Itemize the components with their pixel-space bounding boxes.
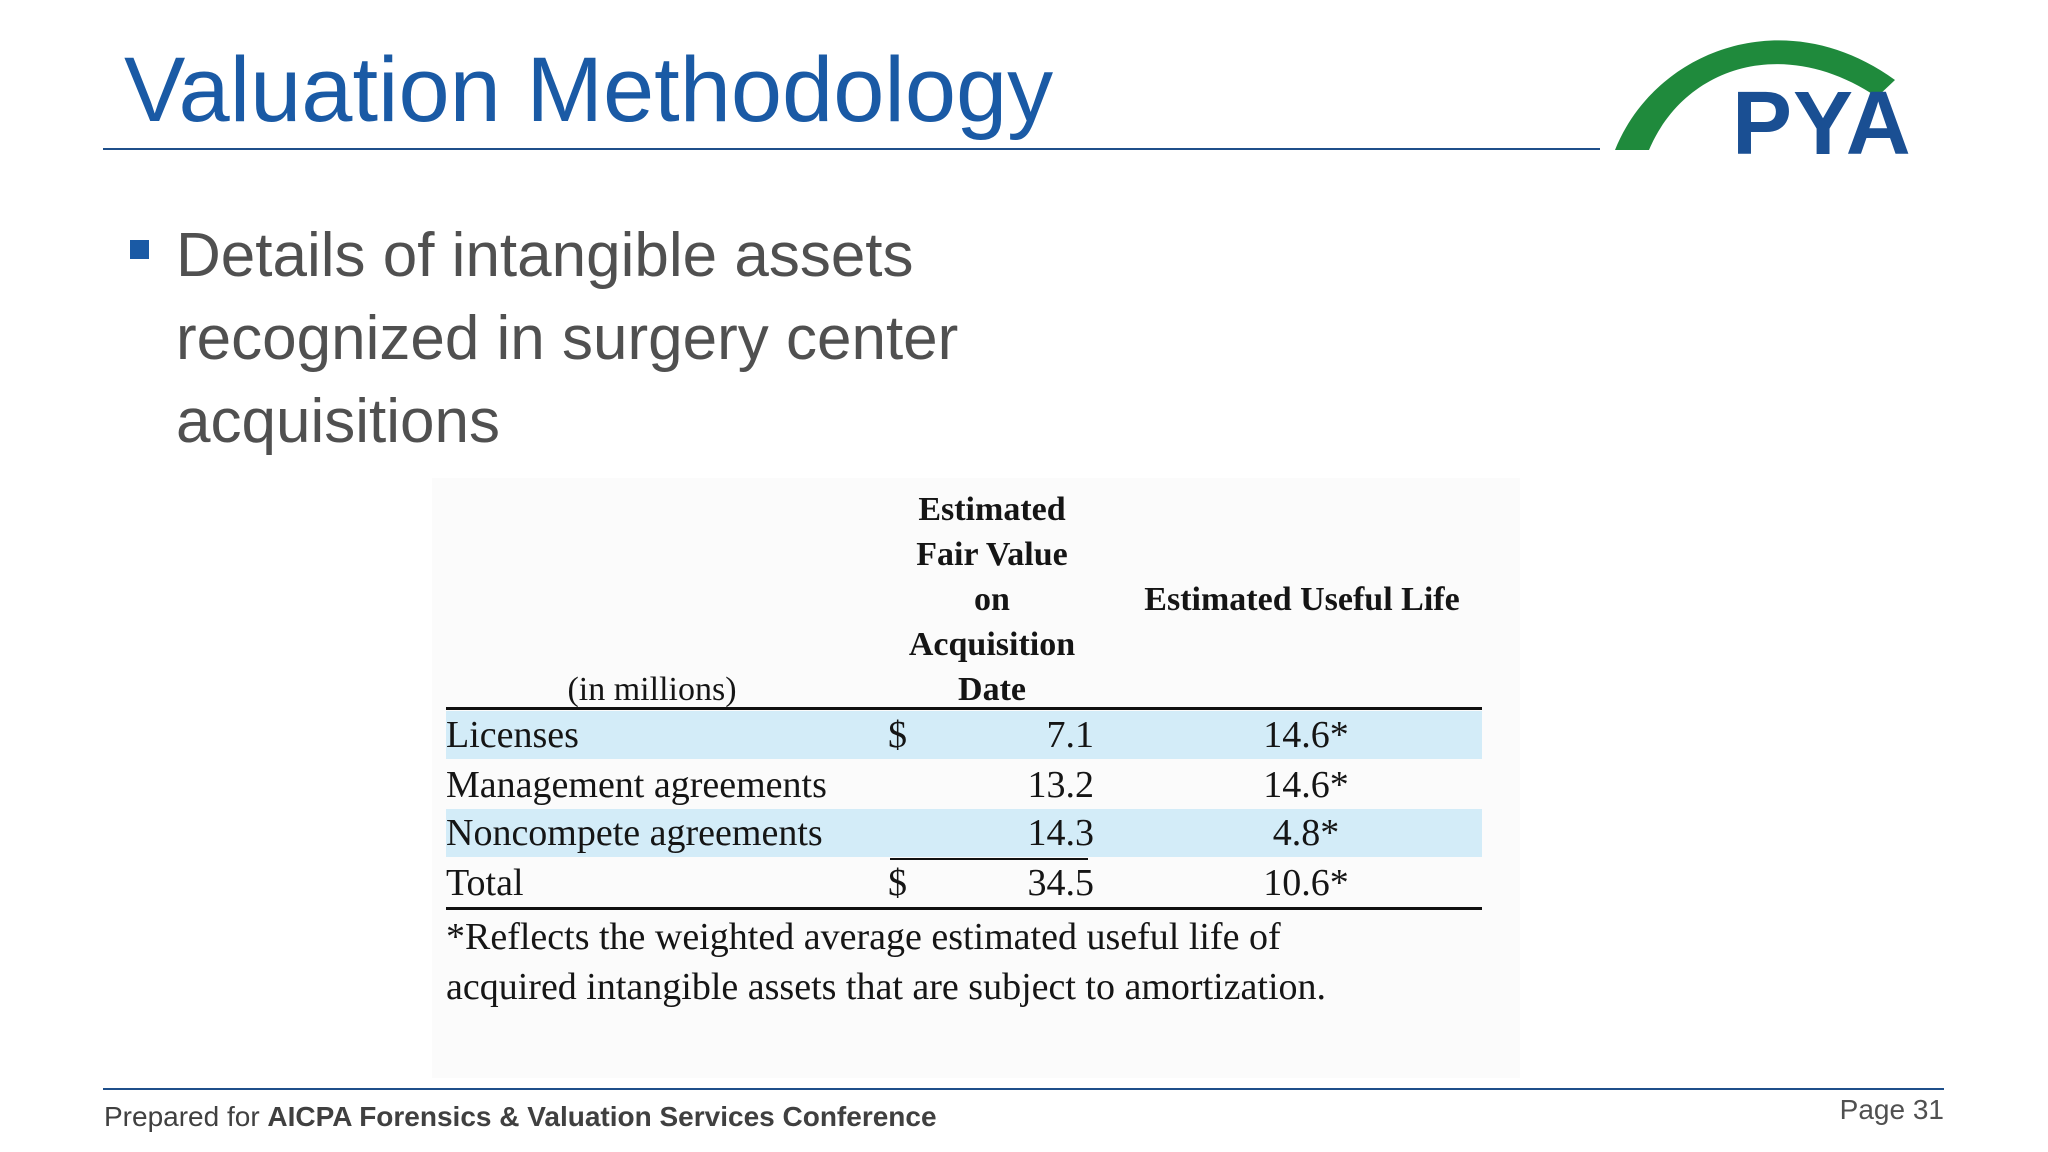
header-units: (in millions)	[567, 671, 737, 708]
row-useful-life: 14.6*	[1263, 714, 1349, 756]
header-fair-value-line: Fair Value	[916, 536, 1068, 573]
row-useful-life: 10.6*	[1263, 862, 1349, 904]
table-bottom-rule	[446, 907, 1482, 910]
footnote-line: *Reflects the weighted average estimated…	[446, 916, 1281, 958]
bullet-text: Details of intangible assets recognized …	[176, 221, 959, 456]
row-fair-value: 7.1	[1046, 714, 1095, 756]
table-row: Noncompete agreements 14.3 4.8*	[446, 809, 1482, 857]
table-footnote: *Reflects the weighted average estimated…	[446, 912, 1486, 1012]
table-row-total: Total $ 34.5 10.6*	[446, 859, 1482, 907]
footer-credit: Prepared for AICPA Forensics & Valuation…	[104, 1101, 937, 1133]
row-label: Licenses	[446, 714, 579, 756]
logo-arc-icon	[1615, 40, 1895, 150]
page-number: Page 31	[1839, 1094, 1944, 1125]
footer-divider	[103, 1088, 1944, 1090]
header-fair-value-line: on	[974, 581, 1010, 618]
header-fair-value-line: Estimated	[918, 491, 1066, 528]
header-fair-value: Estimated Fair Value on Acquisition Date	[892, 487, 1092, 712]
row-dollar-sign: $	[888, 714, 907, 756]
table-top-rule	[446, 707, 1482, 710]
header-fair-value-line: Date	[958, 671, 1026, 708]
row-label: Management agreements	[446, 764, 827, 806]
bullet-square-icon	[130, 240, 149, 259]
row-fair-value: 34.5	[1027, 862, 1095, 904]
row-useful-life: 4.8*	[1272, 812, 1340, 854]
footnote-line: acquired intangible assets that are subj…	[446, 966, 1327, 1008]
header-useful-life: Estimated Useful Life	[1144, 581, 1460, 618]
footer-conference: AICPA Forensics & Valuation Services Con…	[267, 1101, 937, 1132]
intangible-assets-table: Estimated Fair Value on Acquisition Date…	[432, 478, 1520, 1078]
row-useful-life: 14.6*	[1263, 764, 1349, 806]
title-divider	[103, 148, 1600, 150]
footer-prefix: Prepared for	[104, 1101, 268, 1132]
logo-text: PYA	[1732, 74, 1912, 174]
pya-logo: PYA	[1615, 25, 1927, 169]
row-label: Total	[446, 862, 524, 904]
table-row: Management agreements 13.2 14.6*	[446, 761, 1482, 809]
row-fair-value: 13.2	[1027, 764, 1095, 806]
table-row: Licenses $ 7.1 14.6*	[446, 711, 1482, 759]
header-fair-value-line: Acquisition	[908, 626, 1076, 663]
row-fair-value: 14.3	[1027, 812, 1095, 854]
slide-title: Valuation Methodology	[124, 39, 1054, 141]
row-dollar-sign: $	[888, 862, 907, 904]
subtotal-rule	[890, 858, 1088, 860]
row-label: Noncompete agreements	[446, 812, 823, 854]
